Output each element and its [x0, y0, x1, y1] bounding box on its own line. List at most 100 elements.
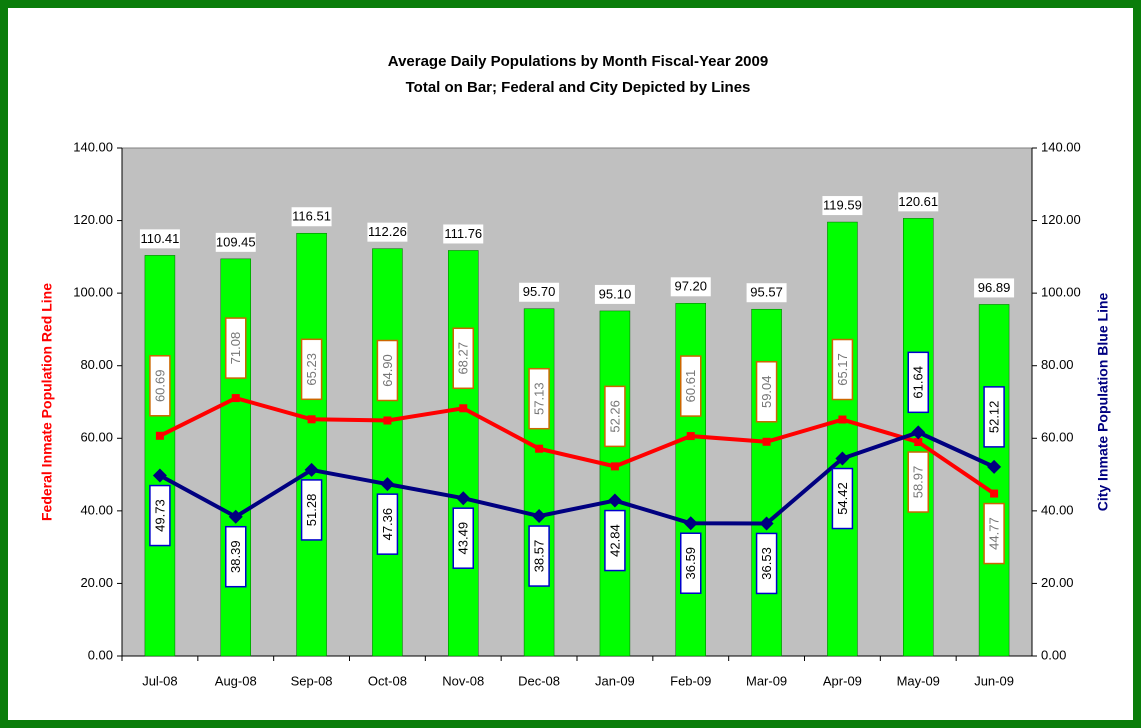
marker [383, 416, 392, 425]
line-label: 51.28 [304, 494, 319, 527]
line-label-box [149, 355, 171, 417]
line-label-box [680, 532, 702, 594]
bar-label-box [367, 222, 408, 242]
bar-label: 96.89 [978, 280, 1011, 295]
line-label-box [755, 361, 778, 423]
bar-label-box [822, 196, 863, 216]
chart-subtitle: Total on Bar; Federal and City Depicted … [406, 79, 751, 96]
line-label-box [604, 385, 626, 448]
line-label: 68.27 [456, 342, 471, 375]
line-label: 36.53 [759, 547, 774, 580]
y-tick-label: 140.00 [73, 139, 113, 154]
y2-tick-label: 60.00 [1041, 430, 1074, 445]
x-tick-label: Dec-08 [518, 673, 560, 688]
x-tick-label: Sep-08 [291, 673, 333, 688]
y-axis-title: Federal Inmate Population Red Line [39, 283, 55, 521]
y-tick-label: 40.00 [80, 502, 113, 517]
marker [911, 425, 926, 440]
bar-label: 119.59 [823, 197, 862, 212]
marker [610, 462, 619, 471]
bar-label-box [215, 232, 256, 252]
bar-label-box [670, 277, 711, 297]
bar-label-box [746, 283, 787, 303]
line-label: 61.64 [911, 366, 926, 399]
line [158, 430, 995, 526]
bar-label: 97.20 [674, 279, 707, 294]
y-tick-label: 80.00 [80, 357, 113, 372]
y2-tick-label: 40.00 [1041, 502, 1074, 517]
marker [459, 404, 468, 413]
marker [532, 509, 547, 524]
marker [683, 516, 698, 531]
y2-tick-label: 100.00 [1041, 285, 1081, 300]
marker [307, 415, 316, 424]
marker [535, 444, 544, 453]
y2-tick-label: 120.00 [1041, 212, 1081, 227]
line-label-box [755, 532, 778, 595]
marker [686, 432, 695, 441]
line-label: 43.49 [456, 522, 471, 555]
line-label-box [680, 355, 702, 417]
line-label-box [300, 479, 323, 541]
marker [231, 394, 240, 403]
line-label-box [983, 386, 1005, 448]
line-label-box [983, 502, 1005, 565]
line-label-box [225, 317, 247, 379]
line-label: 44.77 [987, 517, 1002, 550]
line-label: 59.04 [759, 375, 774, 408]
line-label-box [225, 525, 247, 588]
line-label-box [528, 525, 550, 587]
x-tick-label: Aug-08 [215, 673, 257, 688]
marker [304, 462, 319, 477]
marker [762, 437, 771, 446]
marker [228, 509, 243, 524]
bar-label-box [519, 282, 560, 302]
line-label-box [528, 367, 550, 430]
bar-label-box [139, 229, 180, 249]
bar-label-box [974, 278, 1015, 298]
line-label-box [907, 451, 929, 513]
marker [152, 468, 167, 483]
line-label: 60.69 [152, 370, 167, 403]
line-label-box [149, 484, 171, 547]
x-tick-label: May-09 [897, 673, 940, 688]
line-label-box [831, 467, 854, 530]
y-tick-label: 0.00 [88, 647, 113, 662]
y2-tick-label: 20.00 [1041, 575, 1074, 590]
bar-label-box [443, 224, 484, 244]
y-tick-label: 120.00 [73, 212, 113, 227]
line-label: 60.61 [683, 370, 698, 403]
x-tick-label: Mar-09 [746, 673, 787, 688]
line-label: 71.08 [228, 332, 243, 365]
y-tick-label: 100.00 [73, 285, 113, 300]
bar-label: 116.51 [292, 209, 331, 224]
line-label-box [831, 338, 854, 401]
bar [599, 310, 631, 657]
y-tick-label: 20.00 [80, 575, 113, 590]
line-label-box [604, 509, 626, 572]
bar [296, 232, 327, 657]
bar-label: 109.45 [216, 234, 256, 249]
bar [448, 250, 479, 657]
y2-tick-label: 0.00 [1041, 647, 1066, 662]
line-label: 52.26 [607, 400, 622, 433]
line-label: 64.90 [380, 354, 395, 387]
marker [759, 516, 774, 531]
bar-label-box [594, 284, 635, 304]
bar [523, 308, 555, 657]
line-label-box [452, 327, 474, 390]
line-label-box [300, 338, 323, 401]
line-label: 38.39 [228, 540, 243, 573]
line-label: 36.59 [683, 547, 698, 580]
x-tick-label: Jul-08 [142, 673, 177, 688]
y-tick-label: 60.00 [80, 430, 113, 445]
x-tick-label: Jan-09 [595, 673, 635, 688]
marker [914, 438, 923, 447]
marker [607, 493, 622, 508]
bar-label: 95.70 [523, 284, 556, 299]
marker [987, 459, 1002, 474]
x-tick-label: Apr-09 [823, 673, 862, 688]
line-label-box [376, 493, 399, 555]
marker [838, 415, 847, 424]
x-tick-label: Jun-09 [974, 673, 1014, 688]
